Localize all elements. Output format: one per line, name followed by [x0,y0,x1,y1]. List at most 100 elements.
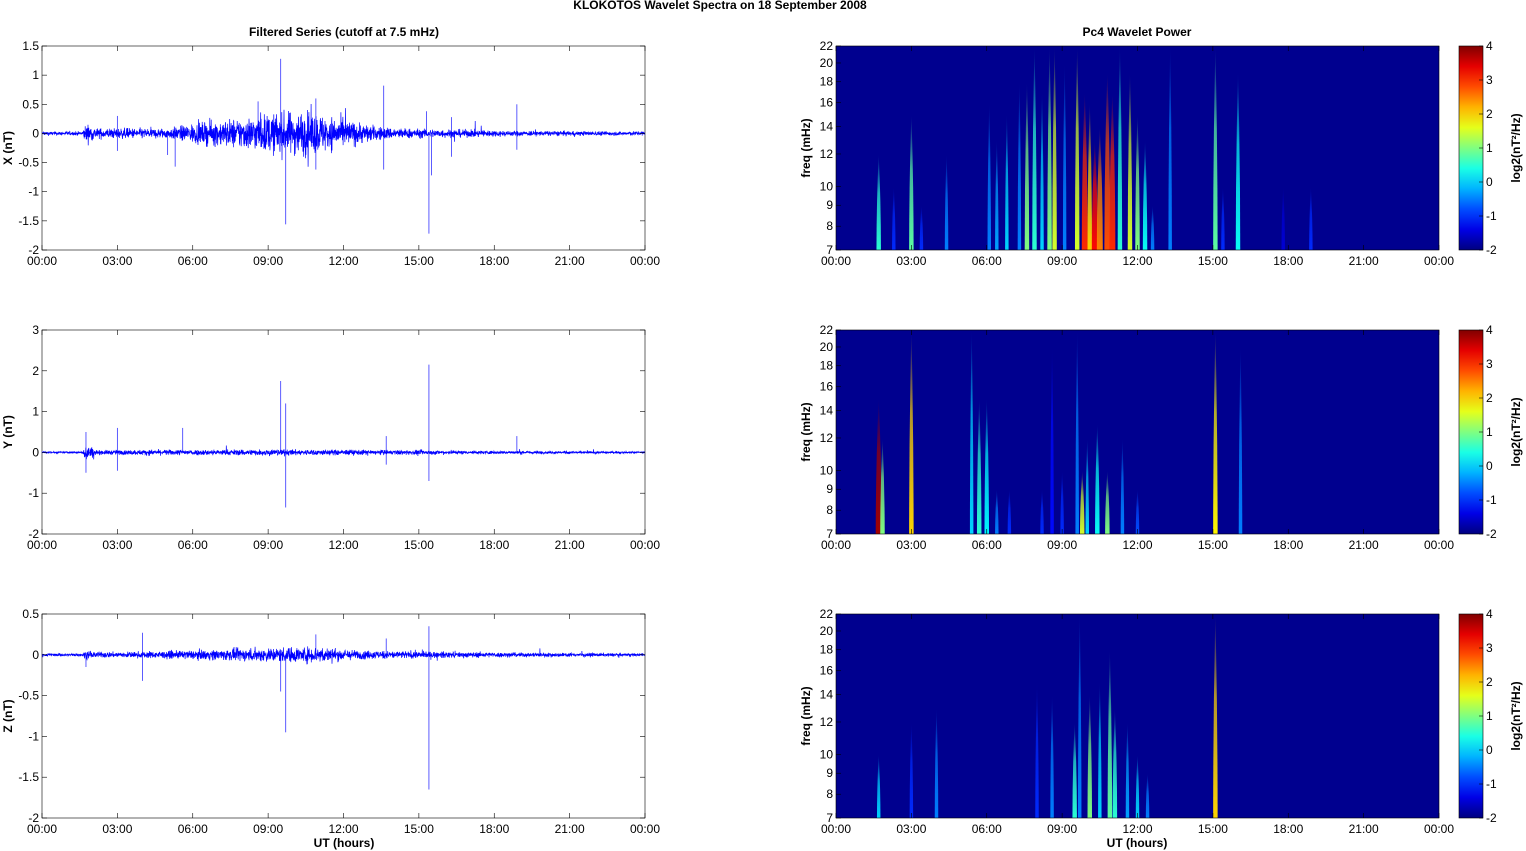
x-tick-label: 21:00 [1349,254,1379,268]
x-tick-label: 15:00 [1198,538,1228,552]
y-tick-label: 3 [32,323,39,337]
y-tick-label: 16 [820,380,834,394]
wavelet-burst [1135,114,1140,250]
wavelet-burst [944,153,949,250]
plot-area [41,329,646,535]
wavelet-burst [1075,330,1079,534]
colorbar-tick-label: 1 [1486,141,1493,155]
wavelet-burst [976,398,982,534]
colorbar-tick-label: -2 [1486,527,1497,541]
x-tick-label: 09:00 [253,822,283,836]
x-tick-label: 15:00 [404,822,434,836]
y-tick-label: -1 [28,185,39,199]
x-tick-label: 06:00 [178,538,208,552]
colorbar-tick-label: 1 [1486,709,1493,723]
x-tick-label: 18:00 [479,822,509,836]
wavelet-burst [1091,139,1098,250]
x-tick-label: 09:00 [1047,822,1077,836]
y-tick-label: 22 [820,323,834,337]
x-tick-label: 21:00 [555,254,585,268]
wavelet-burst [876,754,881,818]
colorbar-tick-label: 2 [1486,675,1493,689]
left-x-axis-label: UT (hours) [314,836,375,850]
x-tick-label: 21:00 [1349,538,1379,552]
colorbar-label: log2(nT²/Hz) [1509,681,1523,750]
y-tick-label: 7 [826,527,833,541]
wavelet-burst [1125,721,1130,818]
wavelet-burst [1050,346,1054,534]
colorbar-tick-label: 0 [1486,743,1493,757]
wavelet-burst [984,398,989,534]
x-tick-label: 03:00 [896,822,926,836]
x-tick-label: 00:00 [821,254,851,268]
wavelet-burst [934,707,939,818]
wavelet-burst [1024,81,1030,250]
colorbar-tick-label: -1 [1486,493,1497,507]
x-tick-label: 09:00 [253,254,283,268]
colorbar-tick-label: 0 [1486,459,1493,473]
y-tick-label: 0 [32,126,39,140]
wavelet-burst [1135,754,1140,818]
wavelet-burst [1050,694,1054,818]
right-x-axis-label: UT (hours) [1107,836,1168,850]
y-tick-label: 7 [826,811,833,825]
wavelet-burst [1085,437,1089,534]
y-tick-label: 14 [820,404,834,418]
wavelet-burst [1040,489,1044,534]
y-tick-label: -2 [28,527,39,541]
wavelet-burst [1213,614,1218,818]
y-tick-label: 22 [820,39,834,53]
wavelet-burst [1095,423,1100,534]
y-tick-label: 14 [820,688,834,702]
x-tick-label: 03:00 [102,538,132,552]
wavelet-burst [1052,46,1057,250]
colorbar-tick-label: 3 [1486,641,1493,655]
y-axis-label: freq (mHz) [799,686,813,745]
y-axis-label: X (nT) [1,131,15,165]
x-tick-label: 21:00 [1349,822,1379,836]
y-tick-label: 12 [820,431,834,445]
y-tick-label: 9 [826,482,833,496]
x-tick-label: 12:00 [1122,538,1152,552]
x-tick-label: 21:00 [555,538,585,552]
wavelet-burst [969,330,974,534]
colorbar-label: log2(nT²/Hz) [1509,113,1523,182]
x-tick-label: 15:00 [404,538,434,552]
x-tick-label: 15:00 [1198,254,1228,268]
y-tick-label: 0 [32,445,39,459]
x-tick-label: 09:00 [1047,254,1077,268]
x-tick-label: 15:00 [404,254,434,268]
y-tick-label: 18 [820,359,834,373]
y-tick-label: 10 [820,747,834,761]
wavelet-burst [1074,46,1080,250]
y-tick-label: -1.5 [18,770,39,784]
y-tick-label: 1.5 [22,39,39,53]
y-tick-label: 22 [820,607,834,621]
x-tick-label: 00:00 [27,538,57,552]
wavelet-burst [1145,773,1150,818]
wavelet-burst [1235,72,1241,250]
x-tick-label: 03:00 [102,254,132,268]
y-tick-label: 2 [32,364,39,378]
wavelet-burst [1168,46,1172,250]
colorbar-tick-label: 4 [1486,323,1493,337]
y-tick-label: 1 [32,405,39,419]
wavelet-burst [909,114,914,250]
wavelet-burst [1117,46,1123,250]
series-line [41,103,646,167]
wavelet-burst [1079,470,1085,534]
wavelet-burst [1112,707,1118,818]
wavelet-burst [1081,91,1088,250]
y-tick-label: 10 [820,463,834,477]
colorbar-tick-label: 2 [1486,107,1493,121]
x-tick-label: 00:00 [630,822,660,836]
y-tick-label: -0.5 [18,689,39,703]
wavelet-burst [1098,682,1102,818]
colorbar-tick-label: -2 [1486,811,1497,825]
wavelet-burst [1096,126,1103,250]
y-tick-label: -2 [28,243,39,257]
x-tick-label: 12:00 [328,254,358,268]
y-axis-label: Z (nT) [1,699,15,732]
y-tick-label: 14 [820,120,834,134]
